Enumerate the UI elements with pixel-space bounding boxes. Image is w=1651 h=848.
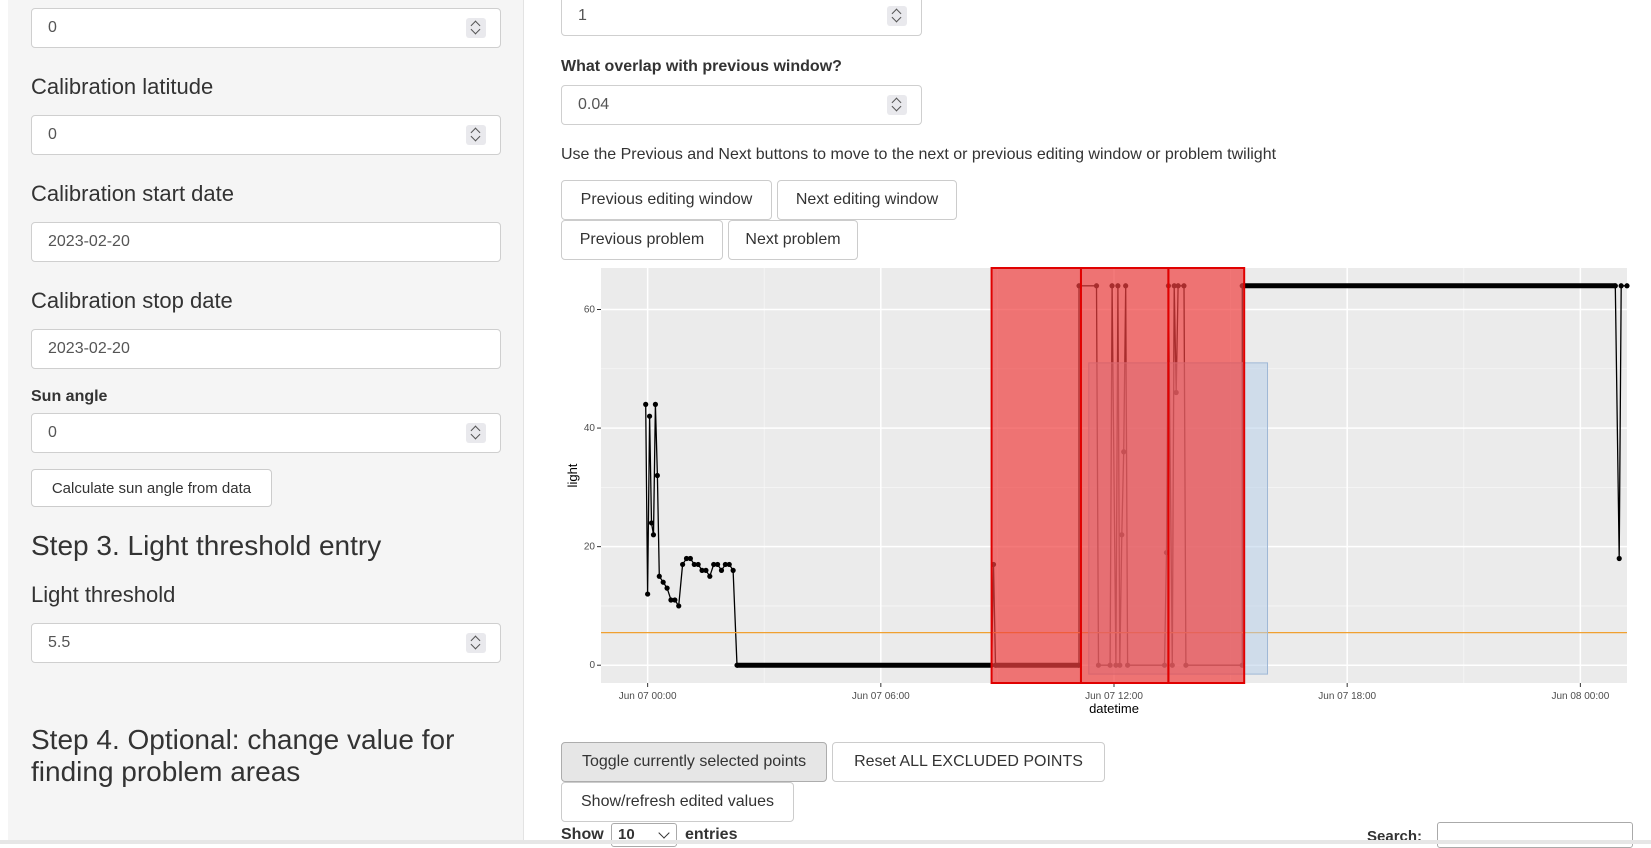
problem-region bbox=[1167, 267, 1246, 684]
light-data-point bbox=[703, 567, 709, 573]
calibration-start-date-input[interactable]: 2023-02-20 bbox=[31, 222, 501, 262]
calibration-latitude-label: Calibration latitude bbox=[31, 74, 214, 99]
sun-angle-value: 0 bbox=[48, 424, 57, 441]
navigation-instructions: Use the Previous and Next buttons to mov… bbox=[561, 146, 1277, 163]
toggle-selected-points-button[interactable]: Toggle currently selected points bbox=[561, 742, 827, 782]
light-threshold-label: Light threshold bbox=[31, 582, 176, 607]
top-numeric-input-value: 0 bbox=[48, 19, 57, 36]
window-length-input[interactable]: 1 bbox=[561, 0, 922, 36]
calculate-sun-angle-button[interactable]: Calculate sun angle from data bbox=[31, 469, 272, 507]
light-data-point bbox=[648, 520, 655, 526]
calibration-latitude-value: 0 bbox=[48, 126, 57, 143]
light-data-point bbox=[1624, 283, 1630, 289]
light-data-point bbox=[695, 561, 701, 568]
light-data-point bbox=[722, 561, 728, 568]
light-data-point bbox=[652, 401, 659, 407]
window-length-value: 1 bbox=[578, 7, 587, 24]
light-data-point bbox=[654, 472, 660, 479]
spinner-icon[interactable] bbox=[466, 125, 486, 145]
top-numeric-input[interactable]: 0 bbox=[31, 8, 501, 48]
light-threshold-value: 5.5 bbox=[48, 634, 71, 651]
calibration-latitude-input[interactable]: 0 bbox=[31, 115, 501, 155]
y-tick-label: 60 bbox=[584, 305, 596, 316]
calibration-start-label: Calibration start date bbox=[31, 181, 234, 206]
x-tick-label: Jun 07 12:00 bbox=[1085, 691, 1143, 702]
show-entries-label: Show bbox=[561, 826, 604, 843]
spinner-icon[interactable] bbox=[466, 423, 486, 443]
spinner-icon[interactable] bbox=[887, 6, 907, 26]
x-axis-title: datetime bbox=[1089, 701, 1139, 716]
spinner-icon[interactable] bbox=[466, 633, 486, 653]
y-axis-title: light bbox=[565, 463, 580, 487]
light-data-point bbox=[672, 597, 678, 603]
spinner-icon[interactable] bbox=[466, 18, 486, 38]
problem-region bbox=[990, 267, 1082, 684]
y-tick-label: 20 bbox=[584, 542, 596, 553]
horizontal-scrollbar[interactable] bbox=[0, 840, 1651, 844]
calibration-stop-date-input[interactable]: 2023-02-20 bbox=[31, 329, 501, 369]
previous-problem-button[interactable]: Previous problem bbox=[561, 220, 723, 260]
light-data-point bbox=[1618, 283, 1624, 289]
next-editing-window-button[interactable]: Next editing window bbox=[777, 180, 957, 220]
overlap-label: What overlap with previous window? bbox=[561, 58, 842, 75]
light-data-point bbox=[707, 573, 713, 579]
calibration-start-date-value: 2023-02-20 bbox=[48, 233, 130, 250]
light-data-point bbox=[714, 561, 721, 568]
light-threshold-input[interactable]: 5.5 bbox=[31, 623, 501, 663]
x-tick-label: Jun 08 00:00 bbox=[1551, 691, 1609, 702]
light-data-point bbox=[718, 567, 725, 573]
calibration-stop-date-value: 2023-02-20 bbox=[48, 340, 130, 357]
calibration-stop-label: Calibration stop date bbox=[31, 288, 233, 313]
entries-select-value: 10 bbox=[618, 826, 635, 843]
overlap-input[interactable]: 0.04 bbox=[561, 85, 922, 125]
light-data-point bbox=[676, 603, 682, 609]
reset-excluded-points-button[interactable]: Reset ALL EXCLUDED POINTS bbox=[832, 742, 1105, 782]
light-data-point bbox=[643, 401, 649, 407]
show-refresh-edited-values-button[interactable]: Show/refresh edited values bbox=[561, 782, 794, 822]
y-tick-label: 0 bbox=[589, 660, 595, 671]
y-tick-label: 40 bbox=[584, 423, 596, 434]
step4-heading: Step 4. Optional: change value for findi… bbox=[31, 724, 455, 787]
sun-angle-input[interactable]: 0 bbox=[31, 413, 501, 453]
light-data-point bbox=[664, 585, 670, 591]
light-data-point bbox=[691, 561, 697, 568]
light-chart[interactable]: Jun 07 00:00 Jun 07 06:00 Jun 07 12:00 Jun … bbox=[561, 262, 1641, 742]
problem-region bbox=[1079, 267, 1170, 684]
sidebar: 0 Calibration latitude 0 Calibration sta… bbox=[8, 0, 524, 844]
light-data-point bbox=[660, 579, 666, 585]
next-problem-button[interactable]: Next problem bbox=[728, 220, 858, 260]
previous-editing-window-button[interactable]: Previous editing window bbox=[561, 180, 772, 220]
light-data-point bbox=[646, 413, 653, 419]
x-tick-label: Jun 07 06:00 bbox=[852, 691, 910, 702]
light-data-point bbox=[650, 532, 657, 538]
light-data-point bbox=[699, 567, 705, 573]
light-data-point bbox=[683, 555, 690, 562]
main-panel: 1 What overlap with previous window? 0.0… bbox=[561, 0, 1651, 848]
x-tick-label: Jun 07 18:00 bbox=[1318, 691, 1376, 702]
x-tick-label: Jun 07 00:00 bbox=[619, 691, 677, 702]
light-data-point bbox=[726, 561, 732, 568]
step3-heading: Step 3. Light threshold entry bbox=[31, 530, 382, 561]
chevron-down-icon bbox=[658, 827, 670, 839]
light-data-point bbox=[656, 573, 662, 579]
light-data-point bbox=[730, 567, 736, 573]
light-data-point bbox=[687, 555, 693, 562]
sun-angle-label: Sun angle bbox=[31, 388, 108, 405]
spinner-icon[interactable] bbox=[887, 95, 907, 115]
light-data-point bbox=[668, 597, 674, 603]
light-data-point bbox=[1616, 555, 1622, 562]
search-input[interactable] bbox=[1437, 822, 1633, 848]
light-data-point bbox=[645, 591, 651, 597]
light-data-point bbox=[711, 561, 717, 568]
light-data-point bbox=[680, 561, 686, 568]
overlap-value: 0.04 bbox=[578, 96, 610, 113]
entries-label: entries bbox=[685, 826, 738, 843]
